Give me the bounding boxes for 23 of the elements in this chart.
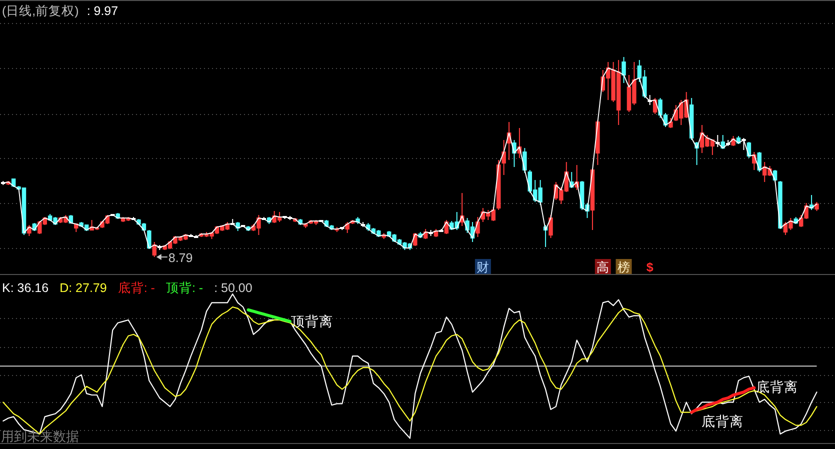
text: : 9.97 [86, 4, 118, 18]
annotation: 用到未来数据 [1, 429, 79, 444]
annotation: 8.79 [168, 251, 193, 265]
text: K: 36.16 [2, 281, 49, 295]
candlestick [716, 134, 720, 148]
text: 底背: - [118, 281, 155, 295]
candlestick [622, 56, 626, 84]
candlestick [590, 168, 595, 230]
candlestick [548, 214, 553, 238]
annotation: 底背离 [756, 379, 798, 394]
candlestick [152, 242, 156, 258]
text: 顶背: - [166, 281, 204, 295]
candlestick [502, 140, 506, 176]
annotation: 顶背离 [290, 314, 333, 329]
annotation: 底背离 [702, 414, 744, 429]
candlestick [742, 138, 746, 150]
candlestick [648, 94, 652, 106]
ref-line-label: : 50.00 [214, 281, 252, 295]
candlestick [726, 140, 730, 146]
text: D: 27.79 [60, 281, 107, 295]
chart-title: (日线,前复权) [2, 4, 79, 18]
x-tick-label: $ [646, 260, 654, 274]
candlestick [668, 118, 673, 128]
